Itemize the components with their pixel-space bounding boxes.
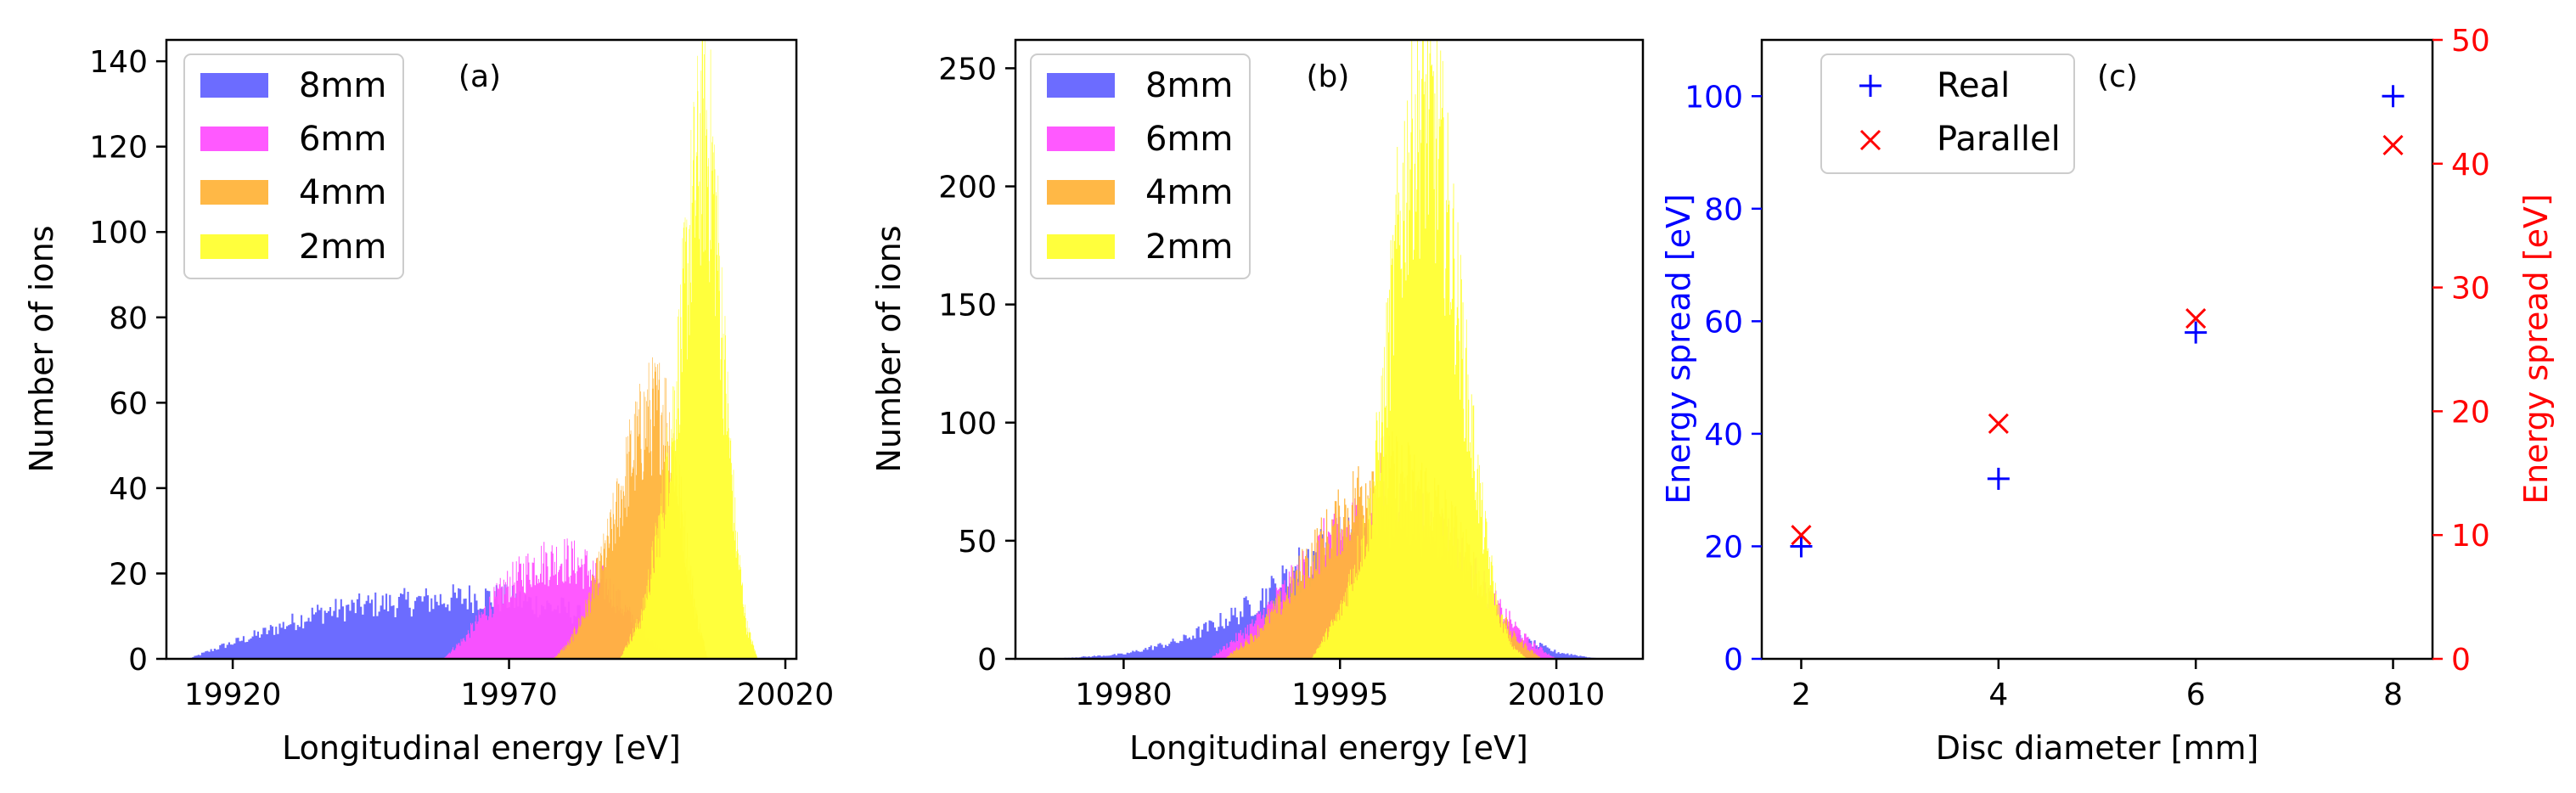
- x-tick-label: 19920: [184, 678, 282, 712]
- histogram-2mm: [619, 40, 758, 659]
- panel-b-legend: 8mm 6mm 4mm 2mm: [1030, 53, 1251, 279]
- y-tick-label: 200: [938, 171, 997, 205]
- y-tick-label-right: 50: [2451, 24, 2490, 59]
- panel-b: 19980 19995 20010 0 50 100 150 200 250 Longitudi…: [870, 38, 1645, 767]
- legend-swatch-2mm: [200, 234, 268, 259]
- legend-swatch-6mm: [1047, 127, 1115, 151]
- x-tick-label: 19995: [1291, 678, 1389, 712]
- y-tick-label: 120: [89, 131, 148, 166]
- y-tick-label-left: 20: [1704, 530, 1743, 565]
- marker-parallel: [1988, 413, 2009, 435]
- y-tick-label: 40: [109, 472, 148, 507]
- y-tick-label-left: 60: [1704, 305, 1743, 340]
- panel-c-legend-box: [1820, 53, 2075, 174]
- marker-real: [1790, 535, 1813, 558]
- panel-a-label: (a): [458, 59, 501, 94]
- marker-parallel: [2185, 307, 2207, 329]
- legend-swatch-4mm: [200, 180, 268, 205]
- panel-c-xlabel: Disc diameter [mm]: [1936, 729, 2259, 767]
- panel-a-legend: 8mm 6mm 4mm 2mm: [183, 53, 404, 279]
- marker-parallel: [1791, 525, 1812, 546]
- legend-label-parallel: Parallel: [1937, 120, 2061, 159]
- legend-label-6mm: 6mm: [1145, 120, 1233, 159]
- y-tick-label: 0: [977, 643, 997, 678]
- x-tick-label: 8: [2383, 678, 2403, 712]
- panel-c-label: (c): [2097, 59, 2138, 94]
- y-tick-label-left: 0: [1724, 643, 1743, 678]
- panel-b-histograms: [1051, 40, 1600, 659]
- panel-b-label: (b): [1307, 59, 1350, 94]
- x-tick-label: 19970: [460, 678, 558, 712]
- y-tick-label-right: 30: [2451, 272, 2490, 307]
- x-tick-label: 2: [1791, 678, 1811, 712]
- marker-parallel: [2382, 134, 2404, 155]
- y-tick-label: 140: [89, 45, 148, 80]
- y-tick-label: 60: [109, 386, 148, 421]
- panel-a-xlabel: Longitudinal energy [eV]: [282, 729, 681, 767]
- legend-label-real: Real: [1937, 66, 2010, 105]
- x-tick-label: 4: [1988, 678, 2008, 712]
- panel-a-ylabel: Number of ions: [23, 225, 60, 472]
- panel-b-ylabel: Number of ions: [870, 225, 908, 472]
- legend-marker-real-glyph: [1859, 75, 1881, 97]
- y-tick-label-left: 40: [1704, 418, 1743, 453]
- panel-c-markers: [1790, 85, 2404, 558]
- legend-label-4mm: 4mm: [299, 173, 386, 212]
- panel-c-ylabel-left: Energy spread [eV]: [1660, 194, 1697, 504]
- legend-marker-parallel-glyph: [1859, 129, 1881, 151]
- y-tick-label-right: 0: [2451, 643, 2471, 678]
- panel-a-histograms: [188, 40, 758, 659]
- panel-b-axes-frame: [1014, 38, 1645, 661]
- y-tick-label: 100: [89, 216, 148, 250]
- legend-label-2mm: 2mm: [299, 228, 386, 267]
- marker-real: [2382, 85, 2404, 108]
- panel-b-ticks: 19980 19995 20010 0 50 100 150 200 250: [938, 52, 1605, 712]
- legend-swatch-4mm: [1047, 180, 1115, 205]
- y-tick-label: 0: [128, 643, 148, 678]
- panel-c-legend: Real Parallel: [1820, 53, 2075, 174]
- legend-swatch-2mm: [1047, 234, 1115, 259]
- y-tick-label: 80: [109, 301, 148, 336]
- legend-label-6mm: 6mm: [299, 120, 386, 159]
- y-tick-label: 250: [938, 52, 997, 87]
- legend-label-8mm: 8mm: [299, 66, 386, 105]
- legend-marker-parallel: [1859, 129, 1881, 151]
- panel-b-legend-box: [1030, 53, 1251, 279]
- legend-label-2mm: 2mm: [1145, 228, 1233, 267]
- marker-real: [1987, 467, 2010, 490]
- histogram-2mm: [1311, 40, 1528, 659]
- legend-label-4mm: 4mm: [1145, 173, 1233, 212]
- y-tick-label-right: 20: [2451, 395, 2490, 430]
- y-tick-label-left: 100: [1685, 80, 1743, 115]
- y-tick-label-left: 80: [1704, 193, 1743, 228]
- y-tick-label-right: 40: [2451, 148, 2490, 183]
- panel-b-xlabel: Longitudinal energy [eV]: [1129, 729, 1528, 767]
- x-tick-label: 20010: [1508, 678, 1606, 712]
- legend-label-8mm: 8mm: [1145, 66, 1233, 105]
- y-tick-label: 100: [938, 407, 997, 441]
- x-tick-label: 20020: [737, 678, 835, 712]
- legend-swatch-8mm: [200, 73, 268, 98]
- y-tick-label: 20: [109, 557, 148, 592]
- panel-a-legend-box: [183, 53, 404, 279]
- panel-c-ylabel-right: Energy spread [eV]: [2517, 194, 2555, 504]
- y-tick-label-right: 10: [2451, 519, 2490, 554]
- legend-swatch-6mm: [200, 127, 268, 151]
- legend-marker-real: [1859, 75, 1881, 97]
- y-tick-label: 150: [938, 289, 997, 323]
- panel-c-axes-frame: [1760, 38, 2434, 661]
- marker-real: [2185, 321, 2208, 344]
- y-tick-label: 50: [958, 525, 997, 560]
- x-tick-label: 19980: [1075, 678, 1173, 712]
- legend-swatch-8mm: [1047, 73, 1115, 98]
- panel-a-axes-frame: [165, 38, 798, 661]
- x-tick-label: 6: [2186, 678, 2206, 712]
